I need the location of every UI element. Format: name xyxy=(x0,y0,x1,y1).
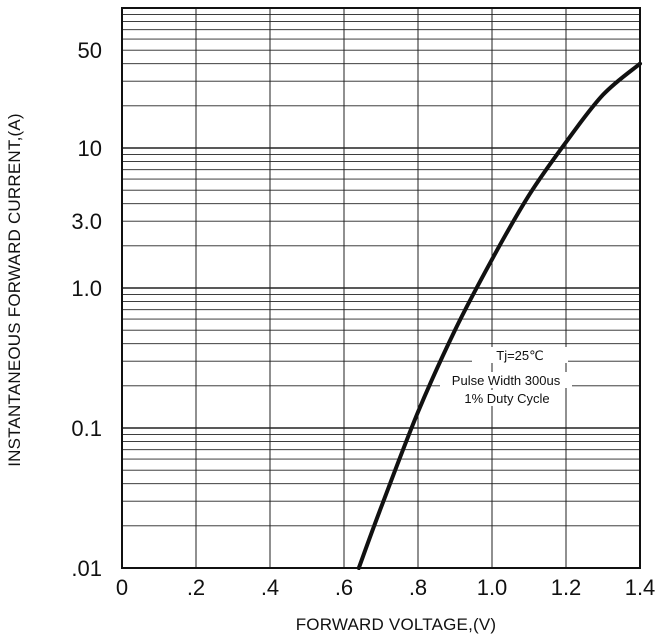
x-tick-label: .8 xyxy=(409,575,427,600)
horizontal-grid xyxy=(122,13,640,569)
annotation-bg-2 xyxy=(440,372,572,388)
x-tick-label: 0 xyxy=(116,575,128,600)
annotation-bg-3 xyxy=(452,390,562,406)
y-tick-label: 10 xyxy=(78,136,102,161)
forward-current-curve xyxy=(356,61,642,570)
y-axis-title: INSTANTANEOUS FORWARD CURRENT,(A) xyxy=(5,113,24,467)
annotation-pulse-width: Pulse Width 300us xyxy=(452,373,561,388)
plot-frame xyxy=(121,7,641,569)
y-tick-labels: .01 0.1 1.0 3.0 10 50 xyxy=(71,38,102,581)
test-conditions-annotation: Tj=25℃ Pulse Width 300us 1% Duty Cycle xyxy=(440,347,572,406)
annotation-duty-cycle: 1% Duty Cycle xyxy=(464,391,549,406)
y-tick-label: 3.0 xyxy=(71,209,102,234)
x-axis-title: FORWARD VOLTAGE,(V) xyxy=(296,615,497,634)
y-tick-label: 0.1 xyxy=(71,416,102,441)
y-tick-label: 50 xyxy=(78,38,102,63)
y-tick-label: 1.0 xyxy=(71,276,102,301)
x-tick-label: 1.2 xyxy=(551,575,582,600)
x-tick-label: .6 xyxy=(335,575,353,600)
x-tick-label: 1.4 xyxy=(625,575,656,600)
x-tick-label: .2 xyxy=(187,575,205,600)
annotation-temperature: Tj=25℃ xyxy=(496,348,543,363)
x-tick-label: 1.0 xyxy=(477,575,508,600)
y-tick-label: .01 xyxy=(71,556,102,581)
x-tick-labels: 0 .2 .4 .6 .8 1.0 1.2 1.4 xyxy=(116,575,655,600)
x-tick-label: .4 xyxy=(261,575,279,600)
annotation-bg-1 xyxy=(472,347,568,363)
